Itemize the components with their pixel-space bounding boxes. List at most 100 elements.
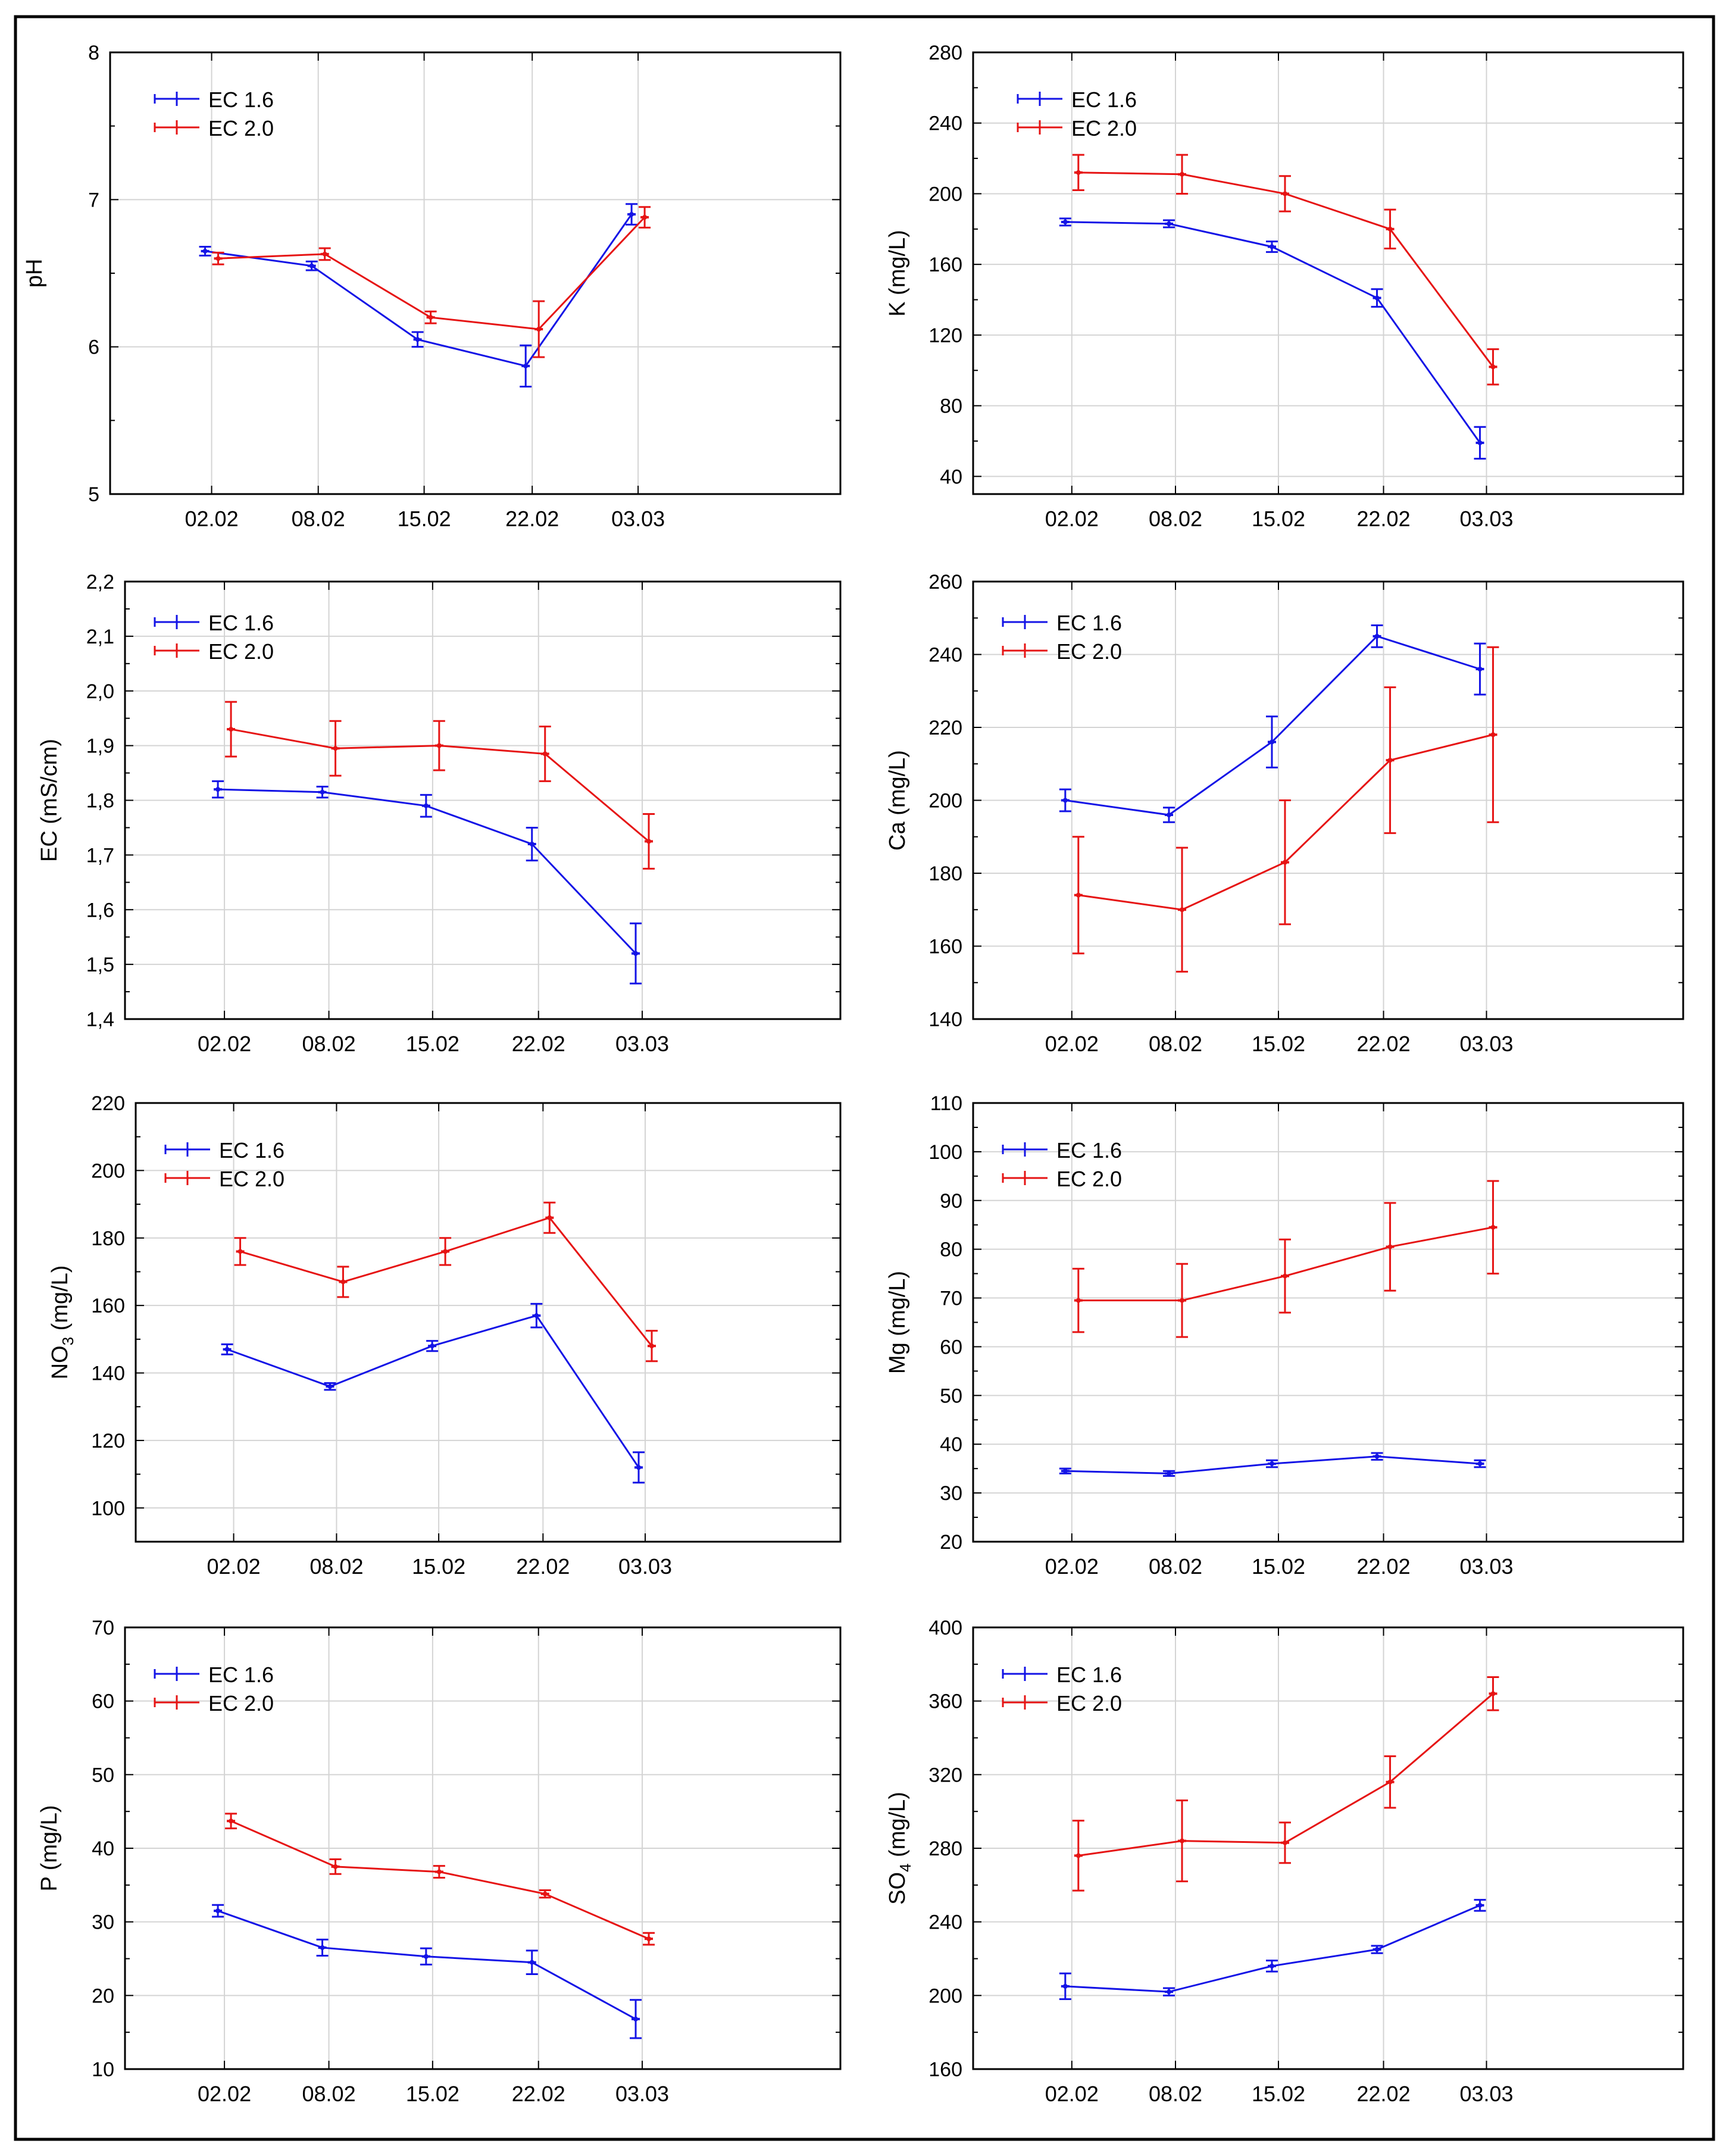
data-point bbox=[1180, 1838, 1185, 1843]
x-tick-label: 02.02 bbox=[1045, 2082, 1099, 2106]
y-tick-label: 160 bbox=[91, 1295, 125, 1317]
legend-label: EC 2.0 bbox=[1056, 1167, 1122, 1191]
plot-area-frame bbox=[972, 51, 1684, 495]
x-tick-label: 03.03 bbox=[1459, 507, 1513, 531]
legend-item-ec16: EC 1.6 bbox=[1017, 88, 1137, 112]
legend-label: EC 1.6 bbox=[208, 611, 274, 635]
y-tick-label: 120 bbox=[91, 1430, 125, 1452]
y-axis-label: NO3 (mg/L) bbox=[48, 1266, 77, 1380]
data-point bbox=[320, 1945, 325, 1950]
y-tick-label: 70 bbox=[92, 1617, 114, 1639]
legend-item-ec20: EC 2.0 bbox=[1002, 639, 1122, 664]
y-axis-label: Ca (mg/L) bbox=[885, 750, 910, 851]
data-point bbox=[534, 1313, 539, 1318]
x-tick-label: 22.02 bbox=[1357, 2082, 1411, 2106]
y-axis-label-main: pH bbox=[22, 259, 47, 288]
data-point bbox=[1477, 667, 1483, 671]
y-tick-label: 8 bbox=[88, 42, 99, 64]
y-axis-label: SO4 (mg/L) bbox=[885, 1792, 914, 1905]
data-point bbox=[633, 2016, 639, 2021]
x-tick-label: 02.02 bbox=[185, 507, 239, 531]
data-point bbox=[1374, 1454, 1380, 1459]
y-axis-label-main: EC (mS/cm) bbox=[37, 739, 62, 862]
x-tick-label: 03.03 bbox=[615, 1032, 669, 1056]
legend-label: EC 2.0 bbox=[1071, 116, 1137, 140]
plot-area-frame bbox=[135, 1102, 842, 1543]
x-tick-label: 08.02 bbox=[1149, 507, 1202, 531]
data-point bbox=[1075, 892, 1081, 898]
data-point bbox=[646, 839, 652, 844]
data-point bbox=[1180, 1298, 1185, 1303]
legend-label: EC 2.0 bbox=[1056, 639, 1122, 664]
y-tick-label: 180 bbox=[91, 1227, 125, 1250]
data-point bbox=[529, 842, 534, 846]
x-tick-label: 15.02 bbox=[1252, 1554, 1305, 1579]
data-point bbox=[1062, 1468, 1068, 1474]
data-point bbox=[229, 727, 234, 732]
legend-item-ec20: EC 2.0 bbox=[1002, 1167, 1122, 1191]
y-axis-label-main: NO bbox=[48, 1345, 73, 1379]
data-point bbox=[1490, 364, 1496, 370]
x-tick-label: 15.02 bbox=[1252, 1032, 1305, 1056]
y-tick-label: 40 bbox=[92, 1838, 114, 1860]
data-point bbox=[309, 263, 314, 268]
legend-label: EC 2.0 bbox=[1056, 1691, 1122, 1716]
x-tick-label: 22.02 bbox=[1357, 1554, 1411, 1579]
legend-item-ec16: EC 1.6 bbox=[1002, 1138, 1122, 1163]
y-tick-label: 30 bbox=[940, 1482, 962, 1505]
x-tick-label: 22.02 bbox=[516, 1554, 570, 1579]
x-tick-label: 03.03 bbox=[611, 507, 665, 531]
data-point bbox=[633, 951, 639, 956]
legend-item-ec20: EC 2.0 bbox=[164, 1167, 284, 1191]
x-tick-label: 03.03 bbox=[618, 1554, 672, 1579]
data-point bbox=[430, 1343, 435, 1349]
y-tick-label: 160 bbox=[928, 254, 962, 276]
legend-label: EC 2.0 bbox=[219, 1167, 284, 1191]
legend-item-ec20: EC 2.0 bbox=[154, 639, 274, 664]
legend-label: EC 1.6 bbox=[208, 88, 274, 112]
plot-area-frame bbox=[972, 580, 1684, 1020]
data-point bbox=[1477, 1902, 1483, 1908]
data-point bbox=[436, 1869, 442, 1874]
x-tick-label: 08.02 bbox=[1149, 2082, 1202, 2106]
x-tick-label: 03.03 bbox=[1459, 1032, 1513, 1056]
x-tick-label: 02.02 bbox=[198, 2082, 251, 2106]
y-axis-label-main: SO bbox=[885, 1872, 910, 1905]
y-axis-label-subscript: 3 bbox=[59, 1337, 77, 1345]
y-axis-label-main: K (mg/L) bbox=[885, 230, 910, 317]
legend-label: EC 1.6 bbox=[1071, 88, 1137, 112]
y-tick-label: 40 bbox=[940, 465, 962, 488]
data-point bbox=[1282, 1273, 1287, 1279]
y-tick-label: 240 bbox=[928, 644, 962, 667]
y-tick-label: 200 bbox=[928, 183, 962, 205]
x-tick-label: 08.02 bbox=[1149, 1032, 1202, 1056]
legend-item-ec16: EC 1.6 bbox=[1002, 1663, 1122, 1687]
data-point bbox=[215, 1908, 221, 1914]
data-point bbox=[1269, 739, 1274, 745]
legend-label: EC 2.0 bbox=[208, 116, 274, 140]
plot-area-frame bbox=[972, 1102, 1684, 1543]
y-tick-label: 220 bbox=[91, 1092, 125, 1115]
x-tick-label: 02.02 bbox=[198, 1032, 251, 1056]
y-tick-label: 280 bbox=[928, 42, 962, 64]
data-point bbox=[1062, 219, 1068, 224]
y-tick-label: 60 bbox=[940, 1336, 962, 1358]
data-point bbox=[202, 248, 208, 254]
y-tick-label: 1,5 bbox=[86, 954, 114, 976]
x-tick-label: 15.02 bbox=[406, 1032, 459, 1056]
chart-panel-6: 20 30 40 50 60 70 80 90 100 110 02.02 08.02 15.02 22.… bbox=[885, 1092, 1684, 1579]
y-tick-label: 180 bbox=[928, 863, 962, 885]
legend-item-ec16: EC 1.6 bbox=[154, 611, 274, 635]
data-point bbox=[542, 751, 548, 757]
data-point bbox=[547, 1215, 552, 1220]
legend-item-ec16: EC 1.6 bbox=[154, 88, 274, 112]
data-point bbox=[1075, 170, 1081, 175]
data-point bbox=[1387, 1244, 1393, 1249]
y-tick-label: 10 bbox=[92, 2058, 114, 2081]
data-point bbox=[1374, 633, 1380, 639]
y-axis-label-main: Ca (mg/L) bbox=[885, 750, 910, 851]
x-tick-label: 02.02 bbox=[1045, 1032, 1099, 1056]
y-tick-label: 100 bbox=[928, 1141, 962, 1164]
x-tick-label: 15.02 bbox=[398, 507, 451, 531]
